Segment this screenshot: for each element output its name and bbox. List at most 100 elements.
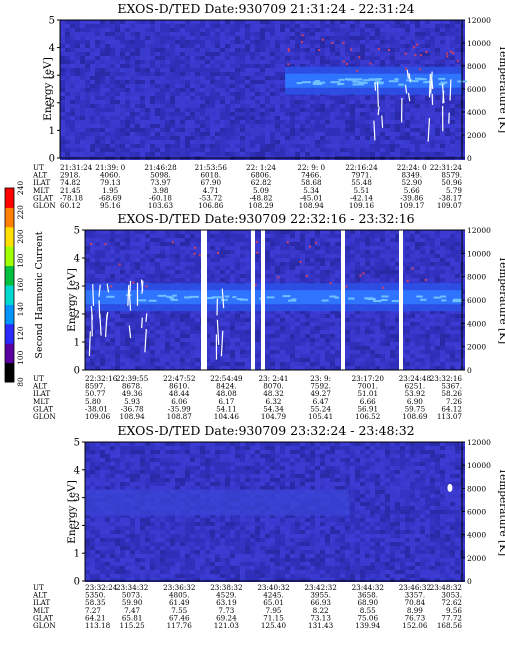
noise-cell xyxy=(390,28,395,32)
noise-cell xyxy=(90,136,95,140)
noise-cell xyxy=(355,314,360,318)
noise-cell xyxy=(360,334,365,338)
noise-cell xyxy=(245,72,250,76)
noise-cell xyxy=(295,258,300,262)
noise-cell xyxy=(260,96,265,100)
noise-cell xyxy=(320,254,325,258)
noise-cell xyxy=(420,36,425,40)
noise-cell xyxy=(290,278,295,282)
noise-cell xyxy=(405,24,410,28)
noise-cell xyxy=(155,234,160,238)
noise-cell xyxy=(350,144,355,148)
noise-cell xyxy=(180,104,185,108)
noise-cell xyxy=(450,124,455,128)
noise-cell xyxy=(255,270,260,274)
noise-cell xyxy=(440,24,445,28)
noise-cell xyxy=(215,92,220,96)
noise-cell xyxy=(160,314,165,318)
noise-cell xyxy=(425,136,430,140)
noise-cell xyxy=(165,234,170,238)
noise-cell xyxy=(225,350,230,354)
noise-cell xyxy=(165,100,170,104)
noise-cell xyxy=(105,338,110,342)
noise-cell xyxy=(215,270,220,274)
noise-cell xyxy=(100,246,105,250)
noise-cell xyxy=(380,20,385,24)
noise-cell xyxy=(170,326,175,330)
noise-cell xyxy=(90,338,95,342)
noise-cell xyxy=(185,354,190,358)
noise-cell xyxy=(115,44,120,48)
noise-cell xyxy=(180,32,185,36)
noise-cell xyxy=(160,108,165,112)
noise-cell xyxy=(150,230,155,234)
noise-cell xyxy=(120,148,125,152)
noise-cell xyxy=(340,112,345,116)
noise-cell xyxy=(270,262,275,266)
noise-cell xyxy=(165,334,170,338)
noise-cell xyxy=(270,56,275,60)
noise-cell xyxy=(75,52,80,56)
noise-cell xyxy=(140,346,145,350)
noise-cell xyxy=(110,314,115,318)
noise-cell xyxy=(140,104,145,108)
noise-cell xyxy=(120,92,125,96)
noise-cell xyxy=(200,84,205,88)
noise-cell xyxy=(155,52,160,56)
noise-cell xyxy=(330,334,335,338)
noise-cell xyxy=(125,250,130,254)
noise-cell xyxy=(65,20,70,24)
noise-cell xyxy=(415,144,420,148)
noise-cell xyxy=(125,258,130,262)
noise-cell xyxy=(290,148,295,152)
noise-cell xyxy=(220,318,225,322)
band-speck xyxy=(356,70,358,72)
noise-cell xyxy=(285,362,290,366)
noise-cell xyxy=(160,96,165,100)
noise-cell xyxy=(115,274,120,278)
noise-cell xyxy=(295,262,300,266)
noise-cell xyxy=(265,96,270,100)
noise-cell xyxy=(130,318,135,322)
noise-cell xyxy=(340,96,345,100)
noise-cell xyxy=(165,116,170,120)
noise-cell xyxy=(270,76,275,80)
noise-cell xyxy=(280,28,285,32)
noise-cell xyxy=(155,136,160,140)
noise-cell xyxy=(95,246,100,250)
noise-cell xyxy=(275,40,280,44)
noise-cell xyxy=(75,28,80,32)
noise-cell xyxy=(280,262,285,266)
noise-cell xyxy=(135,92,140,96)
noise-cell xyxy=(100,96,105,100)
noise-cell xyxy=(325,246,330,250)
noise-cell xyxy=(240,124,245,128)
noise-cell xyxy=(270,278,275,282)
noise-cell xyxy=(240,354,245,358)
noise-cell xyxy=(390,32,395,36)
noise-cell xyxy=(220,40,225,44)
noise-cell xyxy=(230,104,235,108)
noise-cell xyxy=(180,246,185,250)
noise-cell xyxy=(215,350,220,354)
noise-cell xyxy=(290,128,295,132)
noise-cell xyxy=(195,144,200,148)
noise-cell xyxy=(280,40,285,44)
noise-cell xyxy=(125,334,130,338)
noise-cell xyxy=(160,238,165,242)
noise-cell xyxy=(390,60,395,64)
noise-cell xyxy=(180,112,185,116)
noise-cell xyxy=(255,266,260,270)
noise-cell xyxy=(345,318,350,322)
noise-cell xyxy=(335,238,340,242)
noise-cell xyxy=(240,32,245,36)
noise-cell xyxy=(210,60,215,64)
noise-cell xyxy=(105,68,110,72)
noise-cell xyxy=(210,24,215,28)
noise-cell xyxy=(230,266,235,270)
noise-cell xyxy=(195,258,200,262)
noise-cell xyxy=(110,266,115,270)
noise-cell xyxy=(305,60,310,64)
noise-cell xyxy=(140,250,145,254)
noise-cell xyxy=(410,140,415,144)
